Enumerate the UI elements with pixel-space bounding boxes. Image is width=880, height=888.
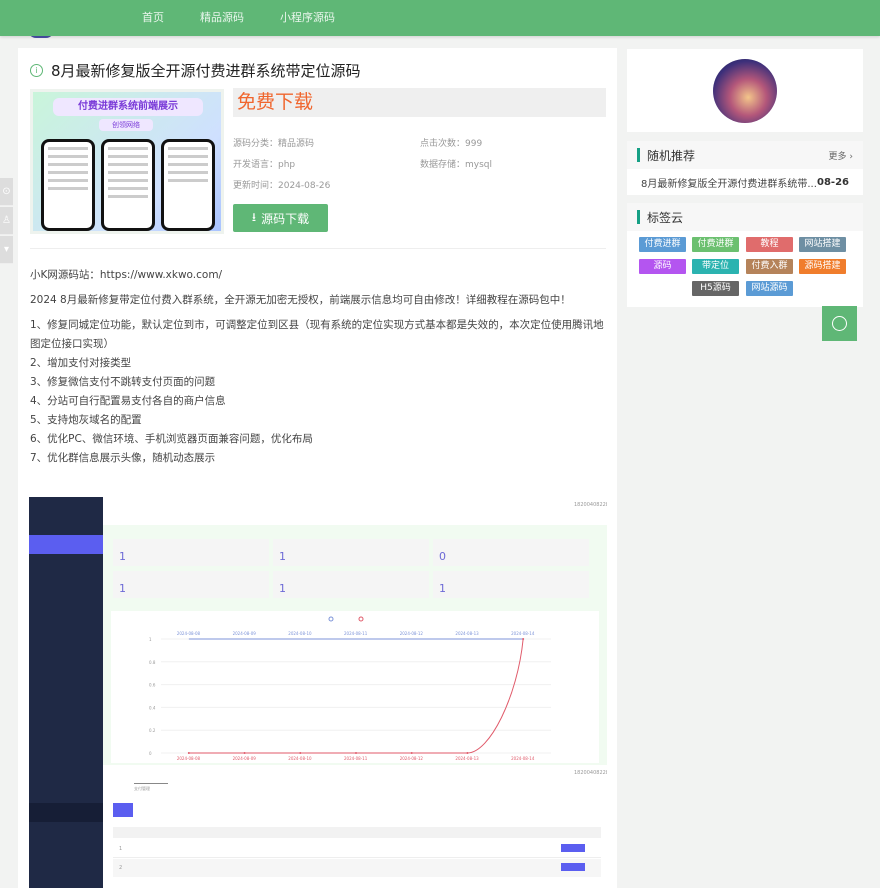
list-item[interactable]: 8月最新修复版全开源付费进群系统带... 08-26: [641, 176, 849, 190]
thumbnail-sub: 创领网络: [99, 119, 153, 131]
list-item: 2、增加支付对接类型: [30, 357, 132, 369]
data-point: [243, 752, 246, 754]
legend-red: [358, 616, 364, 622]
list-item: 6、优化PC、微信环境、手机浏览器页面兼容问题，优化布局: [30, 433, 313, 445]
meta-language: 开发语言：php: [233, 160, 296, 170]
admin-phone: 18200408228: [574, 502, 607, 508]
arrow-down-icon[interactable]: ▾: [0, 236, 13, 264]
chat-button[interactable]: [822, 306, 857, 341]
stat-card: 0: [433, 539, 589, 566]
x-tick-label-top: 2024-08-08: [177, 631, 201, 636]
x-tick-label: 2024-08-08: [177, 756, 201, 761]
x-tick-label-top: 2024-08-10: [288, 631, 312, 636]
nav-miniprogram-source[interactable]: 小程序源码: [280, 11, 335, 24]
data-point: [466, 752, 469, 754]
stat-card: 1: [273, 539, 429, 566]
article-card: i 8月最新修复版全开源付费进群系统带定位源码 付费进群系统前端展示 创领网络 …: [18, 48, 617, 888]
tag-item[interactable]: 源码搭建: [799, 259, 846, 274]
divider: [30, 248, 606, 249]
tag-item[interactable]: 教程: [746, 237, 793, 252]
stat-card: 1: [113, 539, 269, 566]
series-line-red: [188, 638, 524, 754]
x-tick-label-top: 2024-08-13: [455, 631, 479, 636]
phone-mockup: [161, 139, 215, 231]
x-tick-label-top: 2024-08-09: [233, 631, 257, 636]
avatar[interactable]: [713, 59, 777, 123]
tag-item[interactable]: 源码: [639, 259, 686, 274]
article-body: 小K网源码站：https://www.xkwo.com/ 2024 8月最新修复…: [30, 266, 610, 468]
share-icon[interactable]: ⊙: [0, 178, 13, 206]
y-tick-label: 0: [149, 751, 152, 756]
author-box: [627, 49, 863, 132]
admin-sidebar: [29, 765, 103, 888]
list-item: 1、修复同城定位功能，默认定位到市，可调整定位到区县（现有系统的定位实现方式基本…: [30, 319, 604, 350]
chat-icon: [832, 316, 847, 331]
phone-mockup: [41, 139, 95, 231]
tag-item[interactable]: 网站源码: [746, 281, 793, 296]
tag-item[interactable]: H5源码: [692, 281, 739, 296]
list-item: 7、优化群信息展示头像，随机动态展示: [30, 452, 216, 464]
meta-storage: 数据存储：mysql: [420, 160, 492, 170]
x-tick-label: 2024-08-12: [400, 756, 424, 761]
x-tick-label: 2024-08-13: [455, 756, 479, 761]
meta-updated: 更新时间：2024-08-26: [233, 181, 331, 191]
x-tick-label: 2024-08-14: [511, 756, 535, 761]
download-icon: ⭳: [251, 209, 257, 224]
stat-card: 1: [273, 571, 429, 598]
intro-paragraph: 2024 8月最新修复带定位付费入群系统，全开源无加密无授权，前端展示信息均可自…: [30, 294, 571, 306]
list-item: 3、修复微信支付不跳转支付页面的问题: [30, 376, 216, 388]
admin-phone: 18200408228: [574, 770, 607, 776]
tag-item[interactable]: 付费入群: [746, 259, 793, 274]
source-site-line: 小K网源码站：https://www.xkwo.com/: [30, 269, 223, 281]
x-tick-label: 2024-08-09: [233, 756, 257, 761]
tag-cloud-title: 标签云: [647, 210, 684, 225]
nav-premium-source[interactable]: 精品源码: [200, 11, 244, 24]
stat-card: 1: [113, 571, 269, 598]
data-point: [299, 752, 302, 754]
add-button: [113, 803, 133, 817]
admin-screenshot: 18200408228 1 1 0 1 1 1 0 0.2 0.4 0.6 0.8 1 20…: [29, 497, 607, 888]
x-tick-label: 2024-08-10: [288, 756, 312, 761]
thumbnail-heading: 付费进群系统前端展示: [53, 98, 203, 116]
list-item: 5、支持炮灰域名的配置: [30, 414, 142, 426]
x-tick-label: 2024-08-11: [344, 756, 368, 761]
data-point: [355, 752, 357, 754]
user-icon[interactable]: ♙: [0, 207, 13, 235]
stat-card: 1: [433, 571, 589, 598]
y-tick-label: 0.8: [149, 660, 156, 665]
tag-cloud-box: 标签云 付费进群 付费进群 教程 网站搭建 源码 带定位 付费入群 源码搭建 H5源码 网站源码: [627, 203, 863, 307]
random-title: 随机推荐: [647, 148, 696, 163]
more-link[interactable]: 更多 ›: [828, 151, 853, 162]
legend-blue: [328, 616, 334, 622]
info-icon: i: [30, 64, 43, 77]
phone-mockup: [101, 139, 155, 231]
meta-clicks: 点击次数：999: [420, 139, 483, 149]
data-point: [187, 752, 190, 754]
tag-item[interactable]: 付费进群: [639, 237, 686, 252]
admin-sidebar: [29, 497, 103, 765]
list-item: 4、分站可自行配置易支付各自的商户信息: [30, 395, 226, 407]
tag-item[interactable]: 带定位: [692, 259, 739, 274]
article-title: i 8月最新修复版全开源付费进群系统带定位源码: [30, 60, 361, 81]
admin-line-chart: 0 0.2 0.4 0.6 0.8 1 2024-08-08 2024-08-08 2024-0…: [111, 611, 599, 763]
source-download-button[interactable]: ⭳ 源码下载: [233, 204, 328, 232]
y-tick-label: 0.6: [149, 683, 156, 688]
data-point: [522, 638, 525, 640]
data-point: [410, 752, 413, 754]
x-tick-label-top: 2024-08-14: [511, 631, 535, 636]
tag-item[interactable]: 付费进群: [692, 237, 739, 252]
y-tick-label: 1: [149, 637, 152, 642]
x-tick-label-top: 2024-08-11: [344, 631, 368, 636]
y-tick-label: 0.4: [149, 705, 156, 710]
tag-item[interactable]: 网站搭建: [799, 237, 846, 252]
nav-home[interactable]: 首页: [142, 11, 164, 24]
free-download-banner: 免费下载: [233, 88, 606, 117]
article-thumbnail: 付费进群系统前端展示 创领网络: [30, 89, 224, 234]
random-recommend-box: 随机推荐 更多 › 8月最新修复版全开源付费进群系统带... 08-26: [627, 141, 863, 195]
x-tick-label-top: 2024-08-12: [400, 631, 424, 636]
y-tick-label: 0.2: [149, 728, 156, 733]
top-nav: 首页 精品源码 小程序源码: [0, 0, 880, 36]
meta-category: 源码分类：精品源码: [233, 139, 315, 149]
